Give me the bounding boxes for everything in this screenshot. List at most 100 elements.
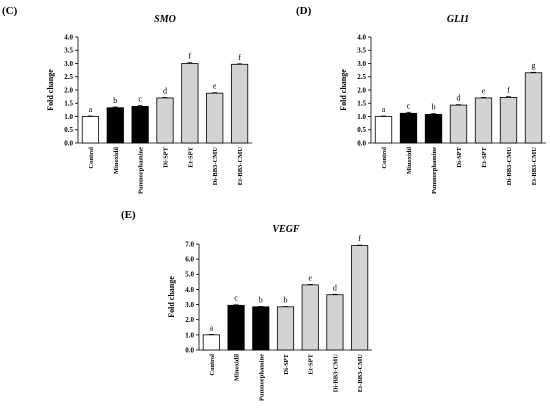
bar-et-spt (301, 284, 319, 351)
significance-letter: g (532, 61, 536, 70)
x-tick-label: Et-BB3-CMU (357, 354, 364, 393)
y-tick-label: 5.0 (185, 271, 194, 279)
bar-minoxidil (399, 112, 418, 144)
x-tick-label: Et-BB3-CMU (237, 147, 244, 186)
x-tick-label: Minoxidil (113, 147, 120, 174)
bar-et-bb3-cmu (230, 63, 249, 144)
y-tick-label: 2.0 (64, 86, 73, 94)
significance-letter: e (213, 82, 217, 91)
bar-di-bb3-cmu (326, 294, 344, 351)
chart-1: (D) GLI1 0.0 0.5 1.0 1.5 2.0 2.5 3.0 3.5 4.0 Fold c… (296, 5, 546, 194)
y-tick-label: 0.5 (357, 126, 366, 134)
y-tick-label: 1.0 (64, 113, 73, 121)
significance-letter: e (308, 273, 312, 282)
y-tick-label: 2.0 (185, 316, 194, 324)
y-tick-label: 6.0 (185, 256, 194, 264)
panel-label: (C) (2, 5, 18, 17)
bar-di-bb3-cmu (206, 92, 224, 144)
y-tick-label: 0.0 (185, 346, 194, 354)
x-tick-label: Control (88, 147, 95, 169)
y-tick-label: 2.5 (357, 73, 366, 81)
significance-letter: d (457, 94, 461, 103)
y-tick-label: 3.5 (64, 47, 73, 55)
y-tick-label: 0.0 (64, 139, 73, 147)
bar-control (374, 116, 393, 144)
y-axis-label: Fold change (167, 276, 176, 318)
significance-letter: c (138, 95, 142, 104)
x-tick-label: Minoxidil (234, 354, 241, 381)
y-axis-label: Fold change (339, 69, 348, 111)
bar-di-spt (449, 104, 468, 144)
significance-letter: b (284, 296, 288, 305)
bar-pumnorphamine (252, 306, 270, 351)
y-axis-label: Fold change (46, 69, 55, 111)
bar-et-spt (181, 63, 199, 144)
x-tick-label: Di-BB3-CMU (212, 147, 219, 186)
y-tick-label: 1.5 (357, 100, 366, 108)
x-tick-label: Control (381, 147, 388, 169)
x-tick-label: Et-SPT (481, 146, 488, 167)
x-tick-label: Di-BB3-CMU (332, 354, 339, 393)
y-tick-label: 0.0 (357, 139, 366, 147)
significance-letter: d (333, 283, 337, 292)
bar-et-spt (474, 97, 493, 144)
significance-letter: a (382, 105, 386, 114)
x-tick-label: Et-SPT (187, 146, 194, 167)
significance-letter: b (113, 96, 117, 105)
significance-letter: b (432, 103, 436, 112)
chart-title: SMO (154, 14, 176, 25)
bar-et-bb3-cmu (524, 72, 543, 144)
bar-et-bb3-cmu (351, 245, 369, 351)
significance-letter: d (163, 86, 167, 95)
y-tick-label: 3.5 (357, 47, 366, 55)
significance-letter: f (507, 86, 510, 95)
bar-control (81, 116, 100, 144)
significance-letter: c (407, 101, 411, 110)
x-tick-label: Di-SPT (283, 353, 290, 374)
bar-pumnorphamine (424, 113, 443, 144)
x-tick-label: Minoxidil (406, 147, 413, 174)
chart-0: (C) SMO 0.0 0.5 1.0 1.5 2.0 2.5 3.0 3.5 4.0 Fold ch… (2, 5, 252, 194)
panel-label: (E) (121, 209, 136, 221)
significance-letter: a (210, 323, 214, 332)
y-tick-label: 4.0 (357, 33, 366, 41)
y-tick-label: 0.5 (64, 126, 73, 134)
bar-di-spt (276, 306, 295, 351)
significance-letter: f (238, 53, 241, 62)
chart-2: (E) VEGF 0.0 1.0 2.0 3.0 4.0 5.0 6.0 7.0 Fold chan… (121, 209, 372, 401)
bar-minoxidil (227, 304, 245, 351)
x-tick-label: Pumnorphamine (258, 354, 265, 401)
significance-letter: e (482, 86, 486, 95)
panel-label: (D) (296, 5, 312, 17)
significance-letter: f (358, 234, 361, 243)
bar-pumnorphamine (131, 106, 149, 144)
x-tick-label: Pumnorphamine (431, 147, 438, 194)
y-tick-label: 4.0 (64, 33, 73, 41)
bar-minoxidil (106, 107, 124, 144)
y-tick-label: 3.0 (64, 60, 73, 68)
x-tick-label: Et-BB3-CMU (531, 147, 538, 186)
significance-letter: c (234, 294, 238, 303)
x-tick-label: Di-SPT (456, 146, 463, 167)
significance-letter: f (189, 52, 192, 61)
y-tick-label: 3.0 (185, 301, 194, 309)
y-tick-label: 1.0 (357, 113, 366, 121)
y-tick-label: 2.5 (64, 73, 73, 81)
y-tick-label: 1.5 (64, 100, 73, 108)
bar-control (202, 334, 220, 351)
bar-di-spt (156, 97, 174, 144)
y-tick-label: 2.0 (357, 86, 366, 94)
y-tick-label: 3.0 (357, 60, 366, 68)
chart-title: VEGF (272, 224, 300, 235)
y-tick-label: 4.0 (185, 286, 194, 294)
chart-title: GLI1 (447, 14, 469, 25)
x-tick-label: Di-BB3-CMU (506, 147, 513, 186)
y-tick-label: 1.0 (185, 331, 194, 339)
x-tick-label: Et-SPT (308, 353, 315, 374)
x-tick-label: Control (209, 354, 216, 376)
significance-letter: a (89, 105, 93, 114)
bar-di-bb3-cmu (499, 97, 518, 144)
y-tick-label: 7.0 (185, 240, 194, 248)
x-tick-label: Pumnorphamine (138, 147, 145, 194)
